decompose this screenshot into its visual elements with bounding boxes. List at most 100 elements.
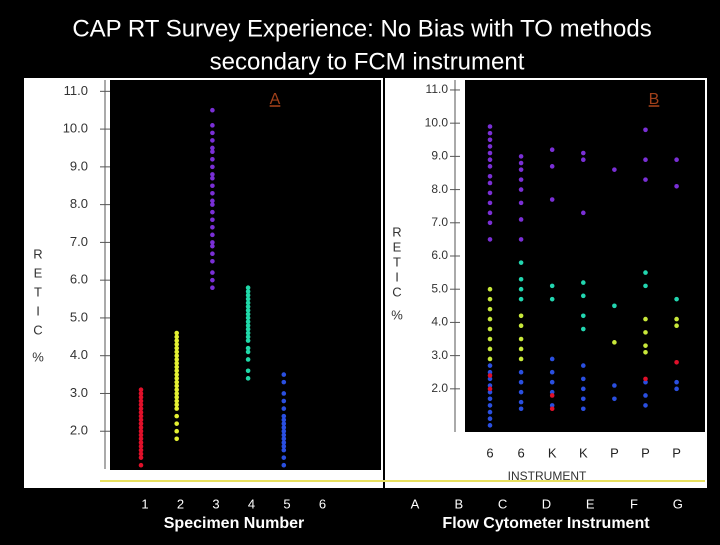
data-point bbox=[174, 338, 179, 343]
y-tick-label: 3.0 bbox=[70, 385, 88, 400]
instrument-label: P bbox=[672, 445, 681, 460]
y-tick-label: 5.0 bbox=[70, 309, 88, 324]
data-point bbox=[174, 334, 179, 340]
data-point bbox=[549, 369, 555, 375]
data-point bbox=[210, 243, 215, 249]
data-point bbox=[174, 372, 179, 377]
data-point bbox=[245, 330, 251, 336]
data-point bbox=[518, 286, 524, 292]
data-point bbox=[281, 440, 287, 445]
instrument-axis-label: INSTRUMENT bbox=[508, 469, 587, 483]
data-point bbox=[674, 183, 679, 189]
data-point bbox=[245, 334, 251, 340]
data-point bbox=[643, 316, 648, 322]
data-point bbox=[281, 406, 287, 411]
data-point bbox=[138, 402, 144, 408]
data-point bbox=[138, 432, 144, 438]
data-point bbox=[138, 428, 144, 434]
data-point bbox=[487, 356, 493, 362]
data-point bbox=[281, 425, 287, 430]
data-point bbox=[174, 357, 179, 362]
data-point bbox=[138, 462, 144, 468]
data-point bbox=[643, 376, 648, 382]
y-tick-label: 11.0 bbox=[64, 83, 88, 98]
data-point bbox=[281, 428, 287, 434]
data-point bbox=[581, 280, 586, 285]
x-tick-label: E bbox=[586, 496, 595, 511]
data-point bbox=[581, 150, 586, 156]
x-tick-label: D bbox=[542, 496, 551, 511]
data-point bbox=[487, 130, 493, 136]
y-tick-label: 3.0 bbox=[431, 348, 448, 362]
data-point bbox=[245, 304, 251, 309]
data-point bbox=[518, 389, 524, 395]
data-point bbox=[281, 379, 287, 385]
x-tick-label: G bbox=[673, 496, 683, 511]
data-point bbox=[487, 237, 493, 242]
data-point bbox=[643, 270, 648, 275]
data-point bbox=[487, 220, 493, 226]
data-point bbox=[487, 137, 493, 143]
data-point bbox=[487, 369, 493, 375]
data-point bbox=[281, 436, 287, 442]
data-point bbox=[210, 251, 215, 257]
data-point bbox=[245, 292, 251, 298]
data-point bbox=[245, 315, 251, 321]
data-point bbox=[612, 167, 617, 172]
data-point bbox=[245, 326, 251, 332]
data-point bbox=[281, 421, 287, 426]
data-point bbox=[487, 346, 493, 352]
data-point bbox=[245, 300, 251, 306]
data-point bbox=[487, 373, 493, 378]
data-point bbox=[612, 340, 617, 345]
data-point bbox=[281, 417, 287, 423]
data-point bbox=[487, 396, 493, 402]
y-tick-label: 6.0 bbox=[431, 248, 448, 262]
data-point bbox=[138, 406, 144, 411]
data-point bbox=[174, 398, 179, 404]
data-point bbox=[138, 447, 144, 453]
data-point bbox=[138, 387, 144, 392]
y-axis-label: T bbox=[393, 254, 401, 269]
data-point bbox=[245, 289, 251, 294]
data-point bbox=[518, 336, 524, 342]
panel-label: B bbox=[649, 91, 660, 108]
x-tick-label: F bbox=[630, 496, 638, 511]
y-axis-label: % bbox=[391, 307, 403, 322]
data-point bbox=[210, 258, 215, 264]
instrument-label: 6 bbox=[517, 445, 524, 460]
data-point bbox=[643, 157, 648, 162]
y-tick-label: 2.0 bbox=[70, 423, 88, 438]
data-point bbox=[210, 285, 215, 291]
data-point bbox=[245, 349, 251, 355]
y-tick-label: 9.0 bbox=[70, 158, 88, 173]
data-point bbox=[518, 200, 524, 206]
data-point bbox=[174, 421, 179, 426]
y-axis-label: E bbox=[393, 239, 402, 254]
data-point bbox=[174, 413, 179, 419]
data-point bbox=[549, 403, 555, 408]
data-point bbox=[518, 260, 524, 265]
data-point bbox=[210, 232, 215, 238]
instrument-label: K bbox=[548, 445, 557, 460]
data-point bbox=[674, 386, 679, 392]
data-point bbox=[581, 326, 586, 332]
data-point bbox=[487, 180, 493, 186]
data-point bbox=[518, 167, 524, 172]
y-axis-label: E bbox=[34, 265, 43, 280]
data-point bbox=[210, 145, 215, 151]
data-point bbox=[518, 160, 524, 166]
data-point bbox=[174, 436, 179, 442]
data-point bbox=[487, 363, 493, 368]
data-point bbox=[643, 343, 648, 348]
y-axis-label: C bbox=[392, 284, 401, 299]
data-point bbox=[210, 202, 215, 207]
data-point bbox=[612, 383, 617, 388]
data-point bbox=[174, 342, 179, 347]
data-point bbox=[581, 406, 586, 412]
data-point bbox=[281, 455, 287, 460]
data-point bbox=[138, 394, 144, 400]
data-point bbox=[138, 417, 144, 423]
data-point bbox=[174, 360, 179, 366]
title-line: CAP RT Survey Experience: No Bias with T… bbox=[72, 15, 651, 42]
